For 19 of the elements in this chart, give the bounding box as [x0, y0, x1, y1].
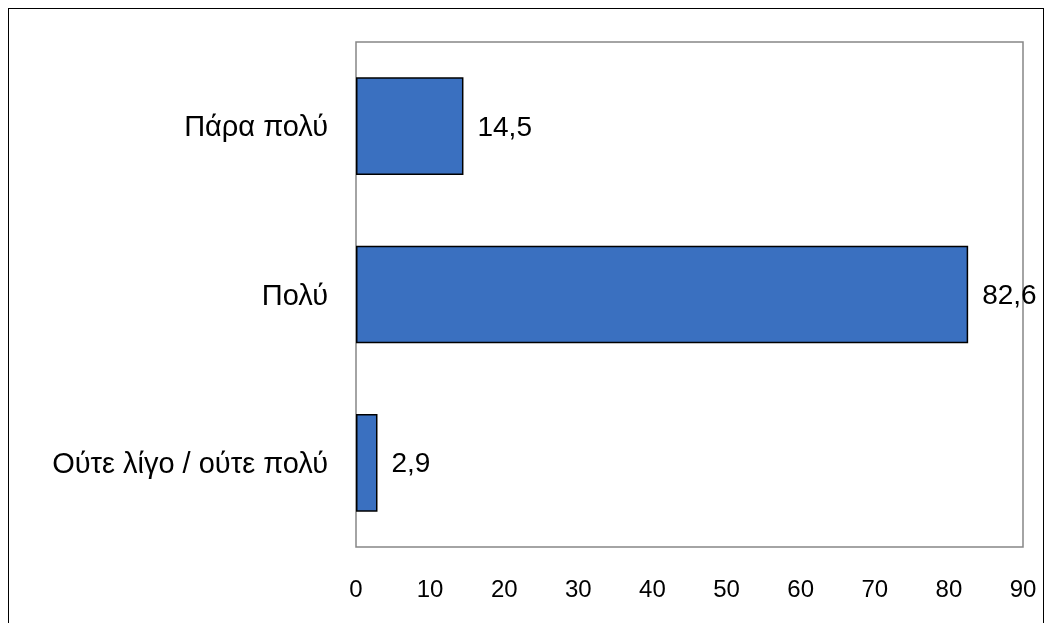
y-tick-label: Πολύ — [261, 278, 328, 311]
x-tick-label: 50 — [713, 574, 740, 602]
data-label: 2,9 — [391, 447, 431, 479]
data-label: 82,6 — [982, 279, 1037, 310]
y-tick-label: Ούτε λίγο / ούτε πολύ — [52, 446, 328, 479]
x-tick-label: 0 — [349, 574, 363, 602]
x-tick-label: 20 — [490, 574, 518, 602]
x-tick-label: 80 — [935, 574, 963, 602]
x-tick-label: 60 — [787, 574, 815, 602]
x-tick-label: 70 — [861, 574, 889, 602]
data-label: 14,5 — [477, 110, 532, 142]
bar — [356, 77, 464, 175]
x-tick-label: 90 — [1009, 574, 1037, 602]
x-tick-label: 40 — [639, 574, 666, 602]
y-tick-label: Πάρα πολύ — [184, 110, 328, 143]
bar — [356, 414, 378, 512]
bar — [356, 245, 969, 344]
x-tick-label: 30 — [564, 574, 592, 602]
x-tick-label: 10 — [416, 574, 444, 602]
